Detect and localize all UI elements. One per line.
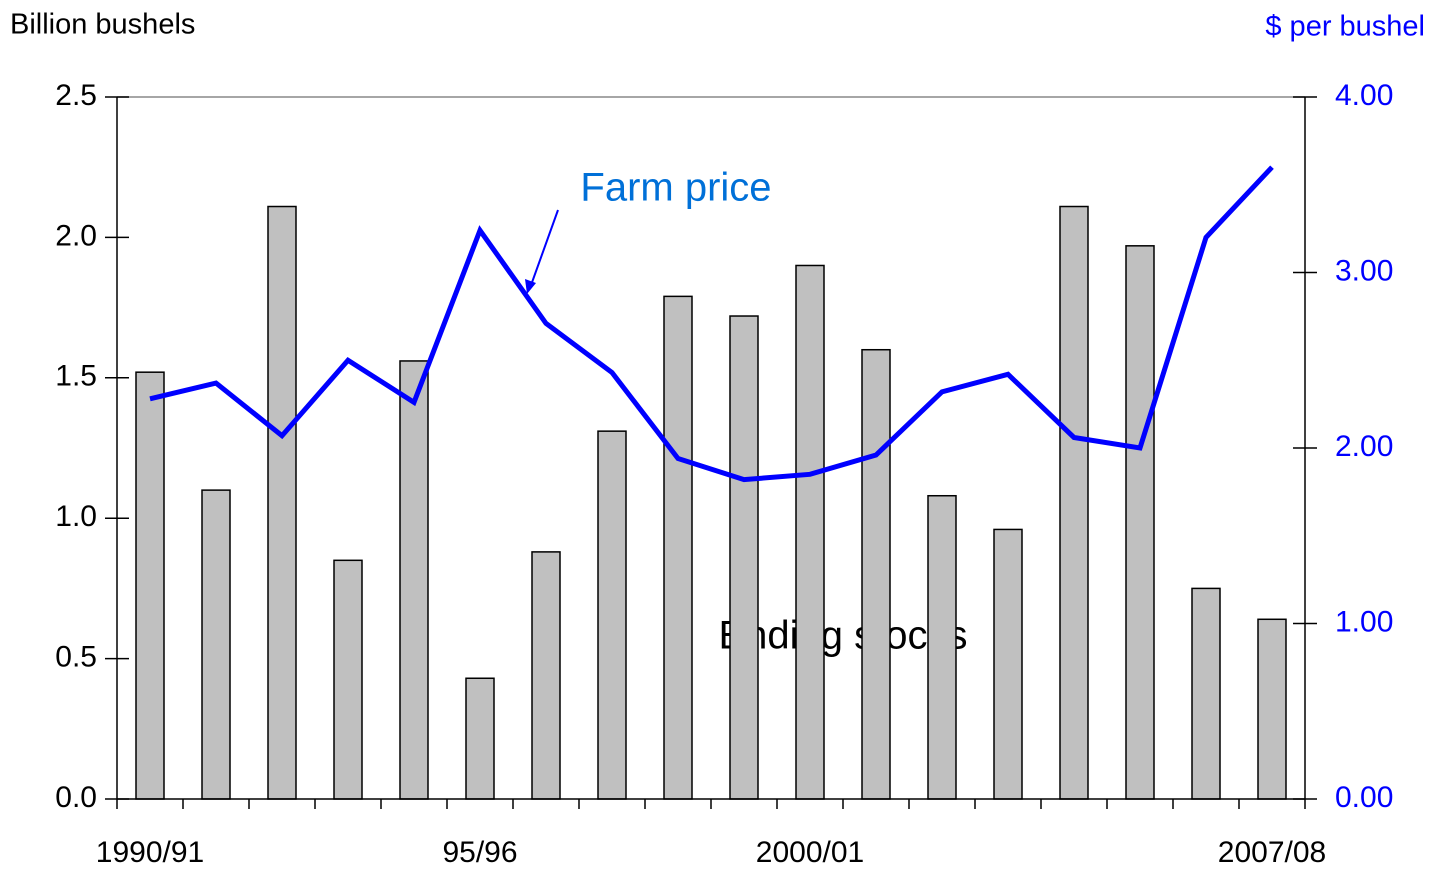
arrow-head: [525, 279, 536, 294]
y-tick-label: 1.5: [55, 360, 97, 393]
bar: [333, 559, 363, 800]
y-tick-label: 2.0: [55, 219, 97, 252]
bar: [861, 348, 891, 800]
y2-tick-label: 3.00: [1335, 254, 1393, 287]
y2-axis-title: $ per bushel: [1265, 11, 1425, 43]
bar: [399, 360, 429, 800]
y-tick-label: 0.0: [55, 781, 97, 814]
x-tick-label: 2007/08: [1218, 836, 1326, 869]
bar: [597, 430, 627, 800]
bar: [729, 315, 759, 800]
bar: [1059, 205, 1089, 800]
bar: [465, 677, 495, 800]
bar: [1125, 245, 1155, 800]
bar: [1257, 618, 1287, 800]
y-tick-label: 1.0: [55, 500, 97, 533]
bar: [795, 264, 825, 800]
y2-tick-label: 4.00: [1335, 79, 1393, 112]
bar-annotation: Ending stocks: [718, 614, 967, 658]
bar: [663, 295, 693, 800]
annotation-arrow: [529, 209, 559, 289]
y2-tick-label: 2.00: [1335, 430, 1393, 463]
bar: [927, 494, 957, 800]
y-axis-title: Billion bushels: [10, 9, 195, 41]
y2-tick-label: 0.00: [1335, 781, 1393, 814]
y-tick-label: 0.5: [55, 641, 97, 674]
price-line: [149, 165, 1274, 483]
bar: [135, 371, 165, 800]
bar: [993, 528, 1023, 800]
bar: [1191, 587, 1221, 800]
x-tick-label: 2000/01: [756, 836, 864, 869]
y2-tick-label: 1.00: [1335, 605, 1393, 638]
x-tick-label: 95/96: [442, 836, 517, 869]
line-annotation: Farm price: [580, 166, 771, 210]
bar: [531, 551, 561, 800]
y-tick-label: 2.5: [55, 79, 97, 112]
bar: [267, 205, 297, 800]
bar: [201, 489, 231, 800]
x-tick-label: 1990/91: [96, 836, 204, 869]
